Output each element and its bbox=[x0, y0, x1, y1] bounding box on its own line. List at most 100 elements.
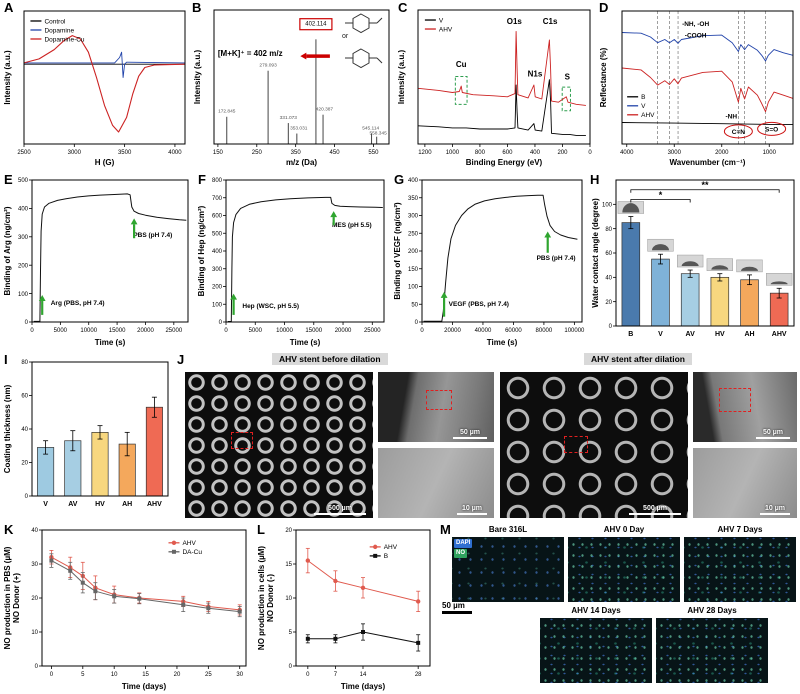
chart-ftir-reflectance: 4000 3000 2000 1000 Wavenumber (cm⁻¹) Reflect… bbox=[598, 6, 798, 168]
svg-text:500: 500 bbox=[212, 231, 223, 237]
svg-text:O1s: O1s bbox=[507, 17, 523, 26]
svg-text:15000: 15000 bbox=[109, 328, 126, 334]
sem-stent-after-500um: 500 µm bbox=[500, 372, 688, 518]
panel-letter-a: A bbox=[4, 0, 14, 15]
svg-text:Time (days): Time (days) bbox=[122, 682, 167, 691]
svg-text:10: 10 bbox=[111, 672, 118, 678]
sem-strut-after-50um: 50 µm bbox=[693, 372, 797, 442]
svg-text:500: 500 bbox=[18, 178, 29, 184]
scale-bar-50um: 50 µm bbox=[756, 429, 790, 439]
svg-text:AHV: AHV bbox=[384, 544, 398, 551]
svg-text:40: 40 bbox=[31, 528, 38, 534]
scale-text: 500 µm bbox=[328, 505, 352, 512]
svg-text:0: 0 bbox=[415, 320, 419, 326]
sem-surface-before-10um: 10 µm bbox=[378, 448, 494, 518]
svg-text:HV: HV bbox=[715, 331, 725, 338]
svg-text:100: 100 bbox=[408, 285, 419, 291]
svg-text:15000: 15000 bbox=[305, 328, 322, 334]
image-label-ahv-0day: AHV 0 Day bbox=[603, 525, 645, 534]
panel-letter-j: J bbox=[177, 352, 185, 367]
svg-text:331.073: 331.073 bbox=[280, 115, 298, 121]
svg-text:100: 100 bbox=[602, 203, 613, 209]
svg-text:NO Donor (+): NO Donor (+) bbox=[12, 573, 21, 623]
svg-text:15: 15 bbox=[285, 562, 292, 568]
svg-text:Dopamine-Cu: Dopamine-Cu bbox=[44, 36, 84, 43]
svg-text:350: 350 bbox=[408, 196, 419, 202]
svg-text:AHV: AHV bbox=[641, 112, 655, 119]
chart-coating-thickness: V AV HV AH AHV 0 20 40 60 80 Coating thickness (nm… bbox=[2, 354, 174, 518]
svg-text:40: 40 bbox=[21, 427, 28, 433]
svg-text:B: B bbox=[384, 553, 388, 560]
panel-letter-k: K bbox=[4, 522, 14, 537]
svg-text:Time (s): Time (s) bbox=[290, 338, 321, 347]
svg-text:14: 14 bbox=[360, 672, 367, 678]
panel-letter-m: M bbox=[440, 522, 451, 537]
svg-text:40: 40 bbox=[605, 276, 612, 282]
svg-text:S=O: S=O bbox=[765, 126, 778, 133]
svg-text:40000: 40000 bbox=[475, 328, 492, 334]
svg-text:V: V bbox=[439, 17, 444, 24]
svg-text:Intensity (a.u.): Intensity (a.u.) bbox=[397, 50, 406, 105]
svg-text:AHV: AHV bbox=[772, 331, 787, 338]
or-text: or bbox=[342, 33, 349, 40]
svg-text:1000: 1000 bbox=[763, 150, 777, 156]
panel-letter-i: I bbox=[4, 352, 8, 367]
svg-text:700: 700 bbox=[212, 196, 223, 202]
panel-letter-h: H bbox=[590, 172, 600, 187]
scale-text: 50 µm bbox=[442, 601, 465, 610]
svg-text:3000: 3000 bbox=[668, 150, 682, 156]
svg-text:150: 150 bbox=[213, 150, 224, 156]
svg-text:VEGF (PBS, pH 7.4): VEGF (PBS, pH 7.4) bbox=[449, 301, 509, 308]
svg-text:0: 0 bbox=[609, 324, 613, 330]
svg-text:0: 0 bbox=[50, 672, 54, 678]
svg-text:Reflectance (%): Reflectance (%) bbox=[599, 47, 608, 107]
fluorescence-image-ahv-0day bbox=[568, 537, 680, 602]
svg-text:PBS (pH 7.4): PBS (pH 7.4) bbox=[537, 255, 576, 262]
svg-text:Intensity (a.u.): Intensity (a.u.) bbox=[193, 50, 202, 105]
image-label-bare-316l: Bare 316L bbox=[488, 525, 528, 534]
chart-water-contact-angle: B V AV HV AH AHV * ** 0 20 40 60 80 100 Water contact … bbox=[590, 174, 798, 348]
image-label-ahv-14days: AHV 14 Days bbox=[571, 606, 621, 615]
svg-text:400: 400 bbox=[408, 178, 419, 184]
svg-text:20: 20 bbox=[31, 596, 38, 602]
svg-text:4000: 4000 bbox=[620, 150, 634, 156]
svg-text:V: V bbox=[641, 103, 646, 110]
svg-text:[M+K]⁺ = 402 m/z: [M+K]⁺ = 402 m/z bbox=[218, 49, 283, 58]
sem-header-before: AHV stent before dilation bbox=[272, 353, 388, 365]
svg-text:50: 50 bbox=[411, 302, 418, 308]
sem-strut-before-50um: 50 µm bbox=[378, 372, 494, 442]
svg-text:200: 200 bbox=[557, 150, 568, 156]
fluorescence-image-ahv-14days bbox=[540, 618, 652, 683]
svg-text:DA-Cu: DA-Cu bbox=[182, 549, 202, 556]
svg-text:Arg (PBS, pH 7.4): Arg (PBS, pH 7.4) bbox=[51, 300, 105, 307]
svg-text:-COOH: -COOH bbox=[685, 33, 707, 40]
svg-text:**: ** bbox=[701, 180, 709, 190]
no-legend: NO bbox=[454, 549, 467, 558]
fluorescence-image-bare-316l: DAPI NO bbox=[452, 537, 564, 602]
svg-text:1000: 1000 bbox=[446, 150, 460, 156]
svg-text:20: 20 bbox=[21, 461, 28, 467]
chemical-structure bbox=[334, 12, 390, 75]
svg-text:800: 800 bbox=[475, 150, 486, 156]
svg-text:Time (s): Time (s) bbox=[487, 338, 518, 347]
svg-text:0: 0 bbox=[289, 664, 293, 670]
svg-text:300: 300 bbox=[212, 267, 223, 273]
chart-xps-survey: 1200 1000 800 600 400 200 0 Binding Energy (eV)… bbox=[396, 6, 596, 168]
svg-text:3500: 3500 bbox=[118, 150, 132, 156]
roi-box bbox=[231, 432, 253, 449]
svg-text:279.093: 279.093 bbox=[259, 63, 277, 69]
svg-text:Binding of VEGF (ng/cm²): Binding of VEGF (ng/cm²) bbox=[393, 202, 402, 300]
svg-text:Wavenumber (cm⁻¹): Wavenumber (cm⁻¹) bbox=[670, 158, 746, 167]
svg-text:100: 100 bbox=[212, 302, 223, 308]
svg-text:10000: 10000 bbox=[80, 328, 97, 334]
svg-text:200: 200 bbox=[212, 285, 223, 291]
panel-letter-c: C bbox=[398, 0, 408, 15]
roi-box bbox=[564, 436, 588, 453]
svg-text:2500: 2500 bbox=[17, 150, 31, 156]
svg-text:0: 0 bbox=[35, 664, 39, 670]
svg-text:80: 80 bbox=[21, 360, 28, 366]
svg-text:7: 7 bbox=[334, 672, 338, 678]
panel-letter-b: B bbox=[192, 0, 202, 15]
svg-text:1200: 1200 bbox=[418, 150, 432, 156]
